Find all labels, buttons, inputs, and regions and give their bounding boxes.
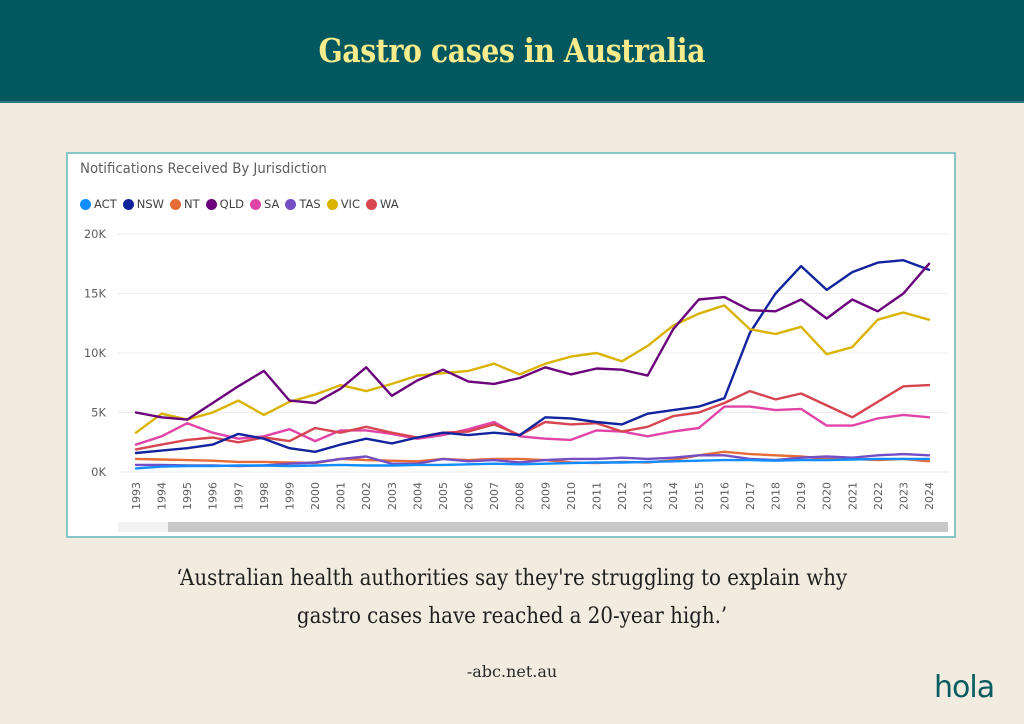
x-tick-label: 2018 <box>770 482 783 510</box>
x-tick-label: 2024 <box>923 482 936 510</box>
y-tick-label: 10K <box>84 346 107 360</box>
y-tick-label: 20K <box>84 227 107 241</box>
legend-dot-icon <box>326 198 338 210</box>
x-tick-label: 2007 <box>488 482 501 510</box>
y-tick-label: 15K <box>84 287 107 301</box>
x-tick-label: 1998 <box>258 482 271 510</box>
legend-dot-icon <box>249 198 261 210</box>
header-banner: Gastro cases in Australia <box>0 0 1024 103</box>
series-line-act <box>134 457 931 470</box>
series-line-vic <box>134 304 931 434</box>
x-tick-label: 2014 <box>667 482 680 510</box>
series-line-nt <box>134 450 931 465</box>
x-tick-label: 2008 <box>514 482 527 510</box>
quote-source: -abc.net.au <box>466 662 558 681</box>
x-tick-label: 1993 <box>130 482 143 510</box>
legend-label: TAS <box>299 197 321 211</box>
x-tick-label: 1994 <box>156 482 169 510</box>
legend-label: SA <box>263 197 280 211</box>
page-title: Gastro cases in Australia <box>318 31 706 70</box>
legend-item-nt[interactable]: NT <box>170 197 200 211</box>
legend-item-tas[interactable]: TAS <box>285 197 321 211</box>
x-tick-label: 2001 <box>335 482 348 510</box>
x-tick-label: 1995 <box>181 482 194 510</box>
legend-item-wa[interactable]: WA <box>365 197 399 211</box>
y-tick-label: 0K <box>91 465 106 479</box>
legend-dot-icon <box>365 198 377 210</box>
x-tick-label: 2000 <box>309 482 322 510</box>
legend-item-qld[interactable]: QLD <box>205 197 244 211</box>
quote-line-2: gastro cases have reached a 20-year high… <box>296 604 728 629</box>
legend-item-sa[interactable]: SA <box>249 197 280 211</box>
y-tick-label: 5K <box>91 406 106 420</box>
hola-logo: hola <box>934 670 995 705</box>
x-tick-label: 2003 <box>386 482 399 510</box>
legend-dot-icon <box>285 198 297 210</box>
x-tick-label: 2010 <box>565 482 578 510</box>
x-tick-label: 2002 <box>360 482 373 510</box>
legend-label: QLD <box>219 197 244 211</box>
legend-dot-icon <box>170 198 182 210</box>
legend-label: NSW <box>136 197 165 211</box>
series-line-qld <box>134 262 931 421</box>
x-tick-label: 2019 <box>795 482 808 510</box>
chart-legend: ACT NSW NT QLD SA TAS VIC WA <box>80 197 399 211</box>
legend-dot-icon <box>122 198 134 210</box>
chart-card: Notifications Received By Jurisdiction A… <box>66 152 956 538</box>
x-tick-label: 2021 <box>846 482 859 510</box>
x-tick-label: 2020 <box>821 482 834 510</box>
x-tick-label: 2015 <box>693 482 706 510</box>
chart-title: Notifications Received By Jurisdiction <box>80 161 327 177</box>
x-tick-label: 2004 <box>411 482 424 510</box>
x-tick-label: 2022 <box>872 482 885 510</box>
legend-label: VIC <box>340 197 360 211</box>
legend-item-vic[interactable]: VIC <box>326 197 360 211</box>
legend-dot-icon <box>80 198 91 210</box>
legend-label: NT <box>184 197 200 211</box>
legend-dot-icon <box>205 198 217 210</box>
x-tick-label: 2023 <box>897 482 910 510</box>
x-tick-label: 2012 <box>616 482 629 510</box>
x-tick-label: 1999 <box>283 482 296 510</box>
x-tick-label: 2009 <box>539 482 552 510</box>
series-line-sa <box>134 405 931 446</box>
line-chart: 0K 5K 10K 15K 20K 1993 1994 1995 1996 1997 1998 199… <box>84 227 948 510</box>
chart-scrollbar-thumb[interactable] <box>168 522 948 532</box>
quote: ‘Australian health authorities say they'… <box>0 560 1024 636</box>
x-tick-label: 2013 <box>642 482 655 510</box>
legend-item-act[interactable]: ACT <box>80 197 117 211</box>
x-tick-label: 2006 <box>463 482 476 510</box>
legend-item-nsw[interactable]: NSW <box>122 197 165 211</box>
x-tick-label: 2017 <box>744 482 757 510</box>
x-tick-label: 2016 <box>718 482 731 510</box>
series-line-nsw <box>134 258 931 455</box>
legend-label: WA <box>379 197 399 211</box>
x-tick-label: 1997 <box>232 482 245 510</box>
quote-line-1: ‘Australian health authorities say they'… <box>176 566 848 591</box>
x-tick-label: 2005 <box>437 482 450 510</box>
series-line-wa <box>134 383 931 451</box>
x-tick-label: 1996 <box>207 482 220 510</box>
legend-label: ACT <box>94 197 117 211</box>
x-tick-label: 2011 <box>590 482 603 510</box>
